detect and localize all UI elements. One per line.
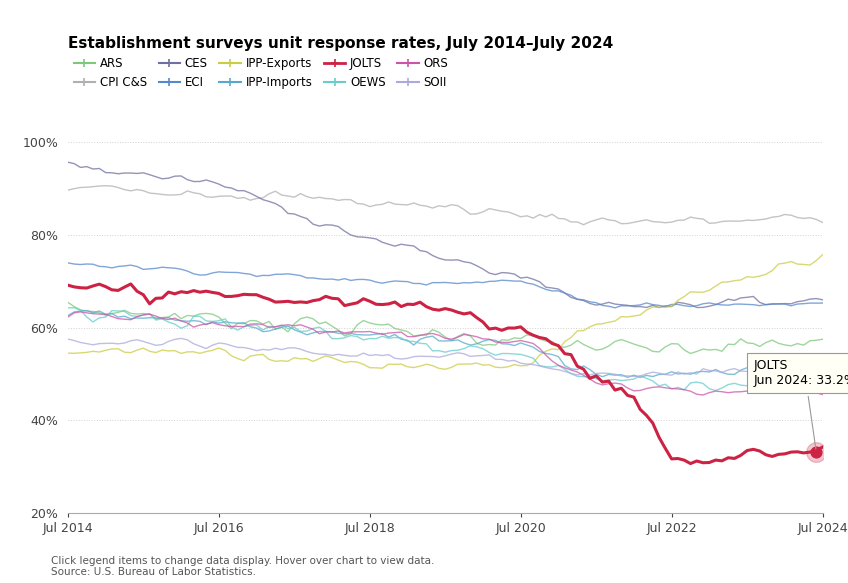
- Text: Establishment surveys unit response rates, July 2014–July 2024: Establishment surveys unit response rate…: [68, 36, 613, 51]
- Point: [810, 447, 823, 456]
- Text: JOLTS
Jun 2024: 33.2%: JOLTS Jun 2024: 33.2%: [753, 359, 848, 449]
- Text: Click legend items to change data display. Hover over chart to view data.
Source: Click legend items to change data displa…: [51, 556, 434, 577]
- Point: [810, 447, 823, 456]
- Legend: ARS, CPI C&S, CES, ECI, IPP-Exports, IPP-Imports, JOLTS, OEWS, ORS, SOII: ARS, CPI C&S, CES, ECI, IPP-Exports, IPP…: [74, 57, 449, 89]
